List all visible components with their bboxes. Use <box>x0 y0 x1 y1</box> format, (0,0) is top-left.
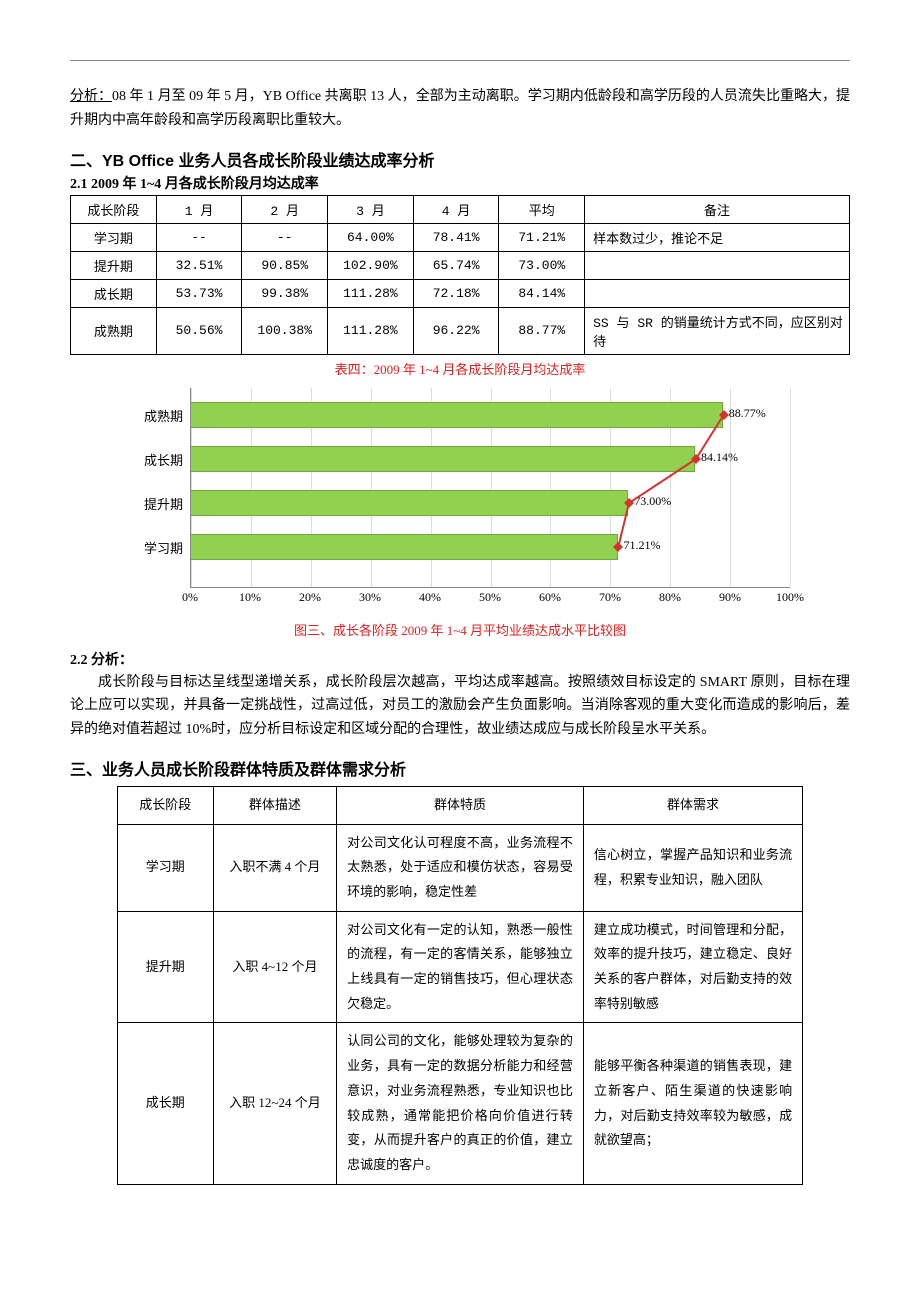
bar-value-label: 71.21% <box>624 538 661 553</box>
tcell-stage: 成长期 <box>117 1023 213 1184</box>
x-tick: 30% <box>359 590 381 605</box>
table-header-row: 成长阶段 1 月 2 月 3 月 4 月 平均 备注 <box>71 195 850 223</box>
cell-m1: 32.51% <box>156 251 242 279</box>
cell-m4: 65.74% <box>413 251 499 279</box>
section2-2-text: 成长阶段与目标达呈线型递增关系，成长阶段层次越高，平均达成率越高。按照绩效目标设… <box>70 671 850 742</box>
tcol-stage: 成长阶段 <box>117 786 213 824</box>
analysis-label: 分析： <box>70 89 112 104</box>
tcell-stage: 学习期 <box>117 824 213 911</box>
traits-row: 提升期入职 4~12 个月对公司文化有一定的认知，熟悉一般性的流程，有一定的客情… <box>117 911 802 1023</box>
cell-m3: 111.28% <box>328 307 414 354</box>
section2-title: 二、YB Office 业务人员各成长阶段业绩达成率分析 <box>70 147 850 171</box>
cell-stage: 学习期 <box>71 223 157 251</box>
x-tick: 90% <box>719 590 741 605</box>
x-tick: 0% <box>182 590 198 605</box>
y-label: 提升期 <box>131 494 183 513</box>
tcell-trait: 认同公司的文化，能够处理较为复杂的业务，具有一定的数据分析能力和经营意识，对业务… <box>337 1023 584 1184</box>
cell-stage: 成熟期 <box>71 307 157 354</box>
cell-m2: 99.38% <box>242 279 328 307</box>
tcol-need: 群体需求 <box>583 786 802 824</box>
cell-avg: 73.00% <box>499 251 585 279</box>
tcell-desc: 入职不满 4 个月 <box>213 824 336 911</box>
tcell-trait: 对公司文化认可程度不高，业务流程不太熟悉，处于适应和模仿状态，容易受环境的影响，… <box>337 824 584 911</box>
chart-caption: 图三、成长各阶段 2009 年 1~4 月平均业绩达成水平比较图 <box>70 620 850 639</box>
traits-table: 成长阶段 群体描述 群体特质 群体需求 学习期入职不满 4 个月对公司文化认可程… <box>117 786 803 1185</box>
x-tick: 70% <box>599 590 621 605</box>
cell-m1: -- <box>156 223 242 251</box>
cell-m2: 90.85% <box>242 251 328 279</box>
table-row: 学习期----64.00%78.41%71.21%样本数过少，推论不足 <box>71 223 850 251</box>
x-tick: 60% <box>539 590 561 605</box>
tcol-desc: 群体描述 <box>213 786 336 824</box>
x-tick: 50% <box>479 590 501 605</box>
col-avg: 平均 <box>499 195 585 223</box>
col-note: 备注 <box>585 195 850 223</box>
cell-m4: 96.22% <box>413 307 499 354</box>
cell-m3: 64.00% <box>328 223 414 251</box>
col-m4: 4 月 <box>413 195 499 223</box>
table-caption: 表四：2009 年 1~4 月各成长阶段月均达成率 <box>70 359 850 378</box>
cell-m1: 50.56% <box>156 307 242 354</box>
cell-note: 样本数过少，推论不足 <box>585 223 850 251</box>
x-tick: 80% <box>659 590 681 605</box>
y-label: 成长期 <box>131 450 183 469</box>
tcell-need: 建立成功模式，时间管理和分配，效率的提升技巧，建立稳定、良好关系的客户群体，对后… <box>583 911 802 1023</box>
col-m2: 2 月 <box>242 195 328 223</box>
cell-note <box>585 279 850 307</box>
bar-chart: 成熟期88.77%成长期84.14%提升期73.00%学习期71.21% 0%1… <box>130 388 790 606</box>
cell-stage: 提升期 <box>71 251 157 279</box>
col-m1: 1 月 <box>156 195 242 223</box>
cell-m3: 102.90% <box>328 251 414 279</box>
analysis-text: 08 年 1 月至 09 年 5 月，YB Office 共离职 13 人，全部… <box>70 89 850 128</box>
cell-m2: 100.38% <box>242 307 328 354</box>
bar-value-label: 84.14% <box>701 450 738 465</box>
tcell-need: 能够平衡各种渠道的销售表现，建立新客户、陌生渠道的快速影响力，对后勤支持效率较为… <box>583 1023 802 1184</box>
page-divider <box>70 60 850 61</box>
tcell-trait: 对公司文化有一定的认知，熟悉一般性的流程，有一定的客情关系，能够独立上线具有一定… <box>337 911 584 1023</box>
achievement-table: 成长阶段 1 月 2 月 3 月 4 月 平均 备注 学习期----64.00%… <box>70 195 850 355</box>
section2-2-heading: 2.2 分析： <box>70 649 850 669</box>
tcell-stage: 提升期 <box>117 911 213 1023</box>
tcell-desc: 入职 12~24 个月 <box>213 1023 336 1184</box>
analysis-paragraph: 分析：08 年 1 月至 09 年 5 月，YB Office 共离职 13 人… <box>70 85 850 133</box>
x-tick: 40% <box>419 590 441 605</box>
table-row: 提升期32.51%90.85%102.90%65.74%73.00% <box>71 251 850 279</box>
col-stage: 成长阶段 <box>71 195 157 223</box>
cell-m1: 53.73% <box>156 279 242 307</box>
cell-m3: 111.28% <box>328 279 414 307</box>
section3-title: 三、业务人员成长阶段群体特质及群体需求分析 <box>70 756 850 780</box>
bar-value-label: 73.00% <box>634 494 671 509</box>
col-m3: 3 月 <box>328 195 414 223</box>
tcell-need: 信心树立，掌握产品知识和业务流程，积累专业知识，融入团队 <box>583 824 802 911</box>
cell-avg: 88.77% <box>499 307 585 354</box>
traits-row: 成长期入职 12~24 个月认同公司的文化，能够处理较为复杂的业务，具有一定的数… <box>117 1023 802 1184</box>
table-row: 成长期53.73%99.38%111.28%72.18%84.14% <box>71 279 850 307</box>
traits-row: 学习期入职不满 4 个月对公司文化认可程度不高，业务流程不太熟悉，处于适应和模仿… <box>117 824 802 911</box>
bar-学习期: 学习期71.21% <box>191 534 790 560</box>
bar-成熟期: 成熟期88.77% <box>191 402 790 428</box>
cell-note <box>585 251 850 279</box>
y-label: 成熟期 <box>131 406 183 425</box>
cell-m4: 78.41% <box>413 223 499 251</box>
x-tick: 100% <box>776 590 804 605</box>
y-label: 学习期 <box>131 538 183 557</box>
traits-header-row: 成长阶段 群体描述 群体特质 群体需求 <box>117 786 802 824</box>
cell-avg: 71.21% <box>499 223 585 251</box>
cell-m4: 72.18% <box>413 279 499 307</box>
tcol-trait: 群体特质 <box>337 786 584 824</box>
bar-value-label: 88.77% <box>729 406 766 421</box>
cell-stage: 成长期 <box>71 279 157 307</box>
table-row: 成熟期50.56%100.38%111.28%96.22%88.77%SS 与 … <box>71 307 850 354</box>
tcell-desc: 入职 4~12 个月 <box>213 911 336 1023</box>
bar-提升期: 提升期73.00% <box>191 490 790 516</box>
cell-note: SS 与 SR 的销量统计方式不同，应区别对待 <box>585 307 850 354</box>
cell-m2: -- <box>242 223 328 251</box>
x-tick: 20% <box>299 590 321 605</box>
section2-sub1: 2.1 2009 年 1~4 月各成长阶段月均达成率 <box>70 173 850 193</box>
cell-avg: 84.14% <box>499 279 585 307</box>
x-tick: 10% <box>239 590 261 605</box>
